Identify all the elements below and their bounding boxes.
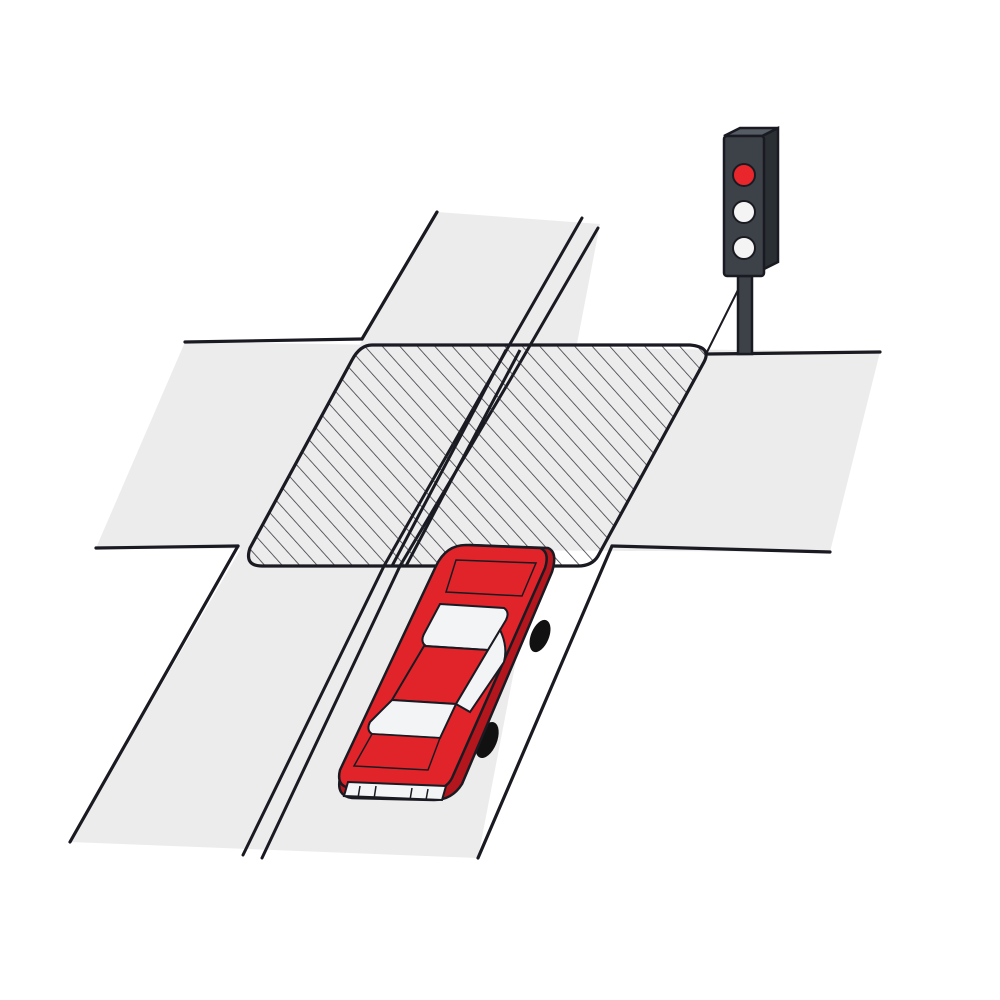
green-lamp-off bbox=[732, 236, 756, 260]
car-front-bumper bbox=[342, 780, 448, 802]
traffic-light-pole bbox=[736, 274, 754, 356]
red-lamp bbox=[732, 163, 756, 187]
cross-road-top-left-edge bbox=[183, 337, 364, 344]
main-road-left-edge-upper bbox=[360, 210, 439, 341]
amber-lamp-off bbox=[732, 200, 756, 224]
car-icon bbox=[337, 543, 556, 802]
cross-road-bottom-left-edge bbox=[94, 544, 240, 550]
car-tyre-rear-right bbox=[529, 619, 551, 653]
road-edges bbox=[68, 210, 882, 860]
cross-road-top-right-edge bbox=[706, 350, 882, 356]
main-road-right-edge-lower bbox=[476, 544, 614, 860]
traffic-light-icon bbox=[705, 125, 780, 356]
cross-road-bottom-right-edge bbox=[610, 544, 832, 554]
main-road-left-edge-lower bbox=[68, 544, 240, 844]
